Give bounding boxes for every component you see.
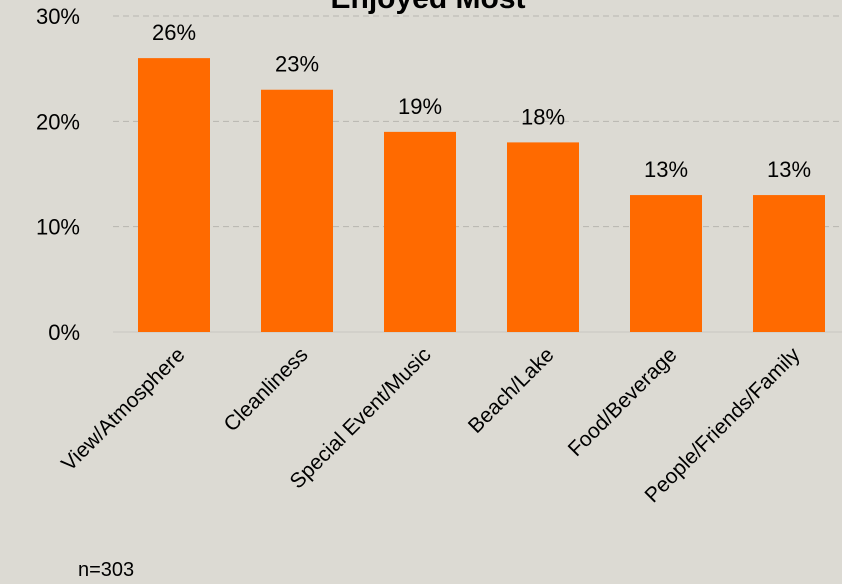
data-label: 19% [398, 94, 442, 119]
gridlines [113, 15, 842, 333]
x-tick-label: View/Atmosphere [57, 343, 189, 475]
chart-title: Enjoyed Most [330, 0, 525, 15]
data-label: 26% [152, 20, 196, 45]
y-tick-label: 10% [36, 215, 80, 240]
y-axis-ticks: 0% 10% 20% 30% [36, 4, 80, 345]
bar [507, 142, 579, 332]
bar [753, 195, 825, 332]
data-labels: 26% 23% 19% 18% 13% 13% [152, 20, 811, 182]
y-tick-label: 30% [36, 4, 80, 29]
x-tick-label: Food/Beverage [564, 343, 682, 461]
data-label: 13% [644, 157, 688, 182]
bar [630, 195, 702, 332]
x-tick-label: Cleanliness [220, 343, 313, 436]
x-tick-label: Beach/Lake [464, 343, 559, 438]
bar [261, 89, 333, 332]
sample-size-note: n=303 [78, 559, 134, 581]
y-tick-label: 20% [36, 109, 80, 134]
bars [138, 58, 825, 333]
x-tick-label: Special Event/Music [286, 343, 436, 493]
data-label: 13% [767, 157, 811, 182]
data-label: 18% [521, 104, 565, 129]
bar [384, 131, 456, 332]
y-tick-label: 0% [48, 320, 80, 345]
data-label: 23% [275, 52, 319, 77]
bar [138, 58, 210, 333]
